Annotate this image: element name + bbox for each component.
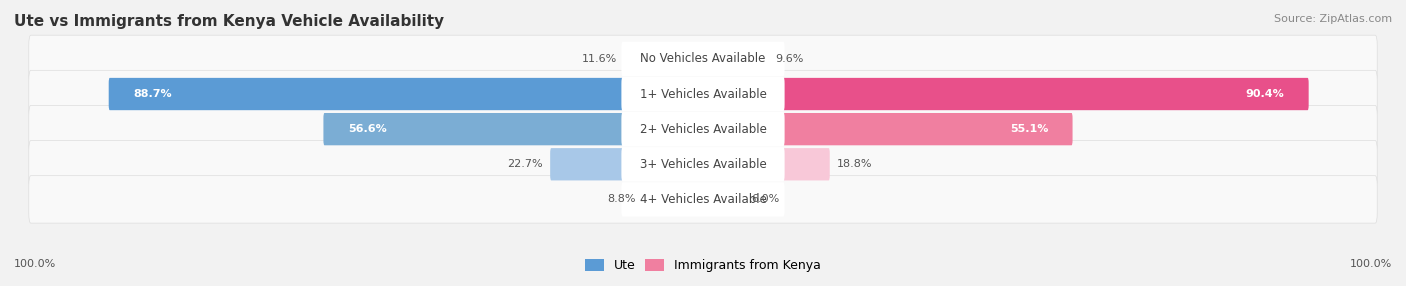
Text: 1+ Vehicles Available: 1+ Vehicles Available bbox=[640, 88, 766, 100]
FancyBboxPatch shape bbox=[28, 140, 1378, 188]
Text: 8.8%: 8.8% bbox=[607, 194, 636, 204]
FancyBboxPatch shape bbox=[624, 43, 704, 75]
FancyBboxPatch shape bbox=[621, 42, 785, 76]
FancyBboxPatch shape bbox=[28, 176, 1378, 223]
Text: 6.0%: 6.0% bbox=[751, 194, 779, 204]
Text: 88.7%: 88.7% bbox=[134, 89, 172, 99]
FancyBboxPatch shape bbox=[702, 183, 744, 216]
Text: Source: ZipAtlas.com: Source: ZipAtlas.com bbox=[1274, 14, 1392, 24]
Text: Ute vs Immigrants from Kenya Vehicle Availability: Ute vs Immigrants from Kenya Vehicle Ava… bbox=[14, 14, 444, 29]
Text: 3+ Vehicles Available: 3+ Vehicles Available bbox=[640, 158, 766, 171]
FancyBboxPatch shape bbox=[702, 78, 1309, 110]
Text: 4+ Vehicles Available: 4+ Vehicles Available bbox=[640, 193, 766, 206]
FancyBboxPatch shape bbox=[28, 35, 1378, 83]
FancyBboxPatch shape bbox=[550, 148, 704, 180]
Text: 18.8%: 18.8% bbox=[837, 159, 872, 169]
Text: 56.6%: 56.6% bbox=[347, 124, 387, 134]
FancyBboxPatch shape bbox=[28, 106, 1378, 153]
Text: 11.6%: 11.6% bbox=[582, 54, 617, 64]
FancyBboxPatch shape bbox=[28, 70, 1378, 118]
FancyBboxPatch shape bbox=[323, 113, 704, 145]
Text: 2+ Vehicles Available: 2+ Vehicles Available bbox=[640, 123, 766, 136]
FancyBboxPatch shape bbox=[621, 147, 785, 182]
FancyBboxPatch shape bbox=[702, 148, 830, 180]
FancyBboxPatch shape bbox=[621, 77, 785, 111]
Text: 90.4%: 90.4% bbox=[1246, 89, 1284, 99]
FancyBboxPatch shape bbox=[702, 113, 1073, 145]
FancyBboxPatch shape bbox=[108, 78, 704, 110]
FancyBboxPatch shape bbox=[643, 183, 704, 216]
Text: No Vehicles Available: No Vehicles Available bbox=[640, 52, 766, 65]
FancyBboxPatch shape bbox=[702, 43, 768, 75]
Text: 22.7%: 22.7% bbox=[508, 159, 543, 169]
FancyBboxPatch shape bbox=[621, 182, 785, 217]
Legend: Ute, Immigrants from Kenya: Ute, Immigrants from Kenya bbox=[585, 259, 821, 272]
FancyBboxPatch shape bbox=[621, 112, 785, 146]
Text: 100.0%: 100.0% bbox=[14, 259, 56, 269]
Text: 100.0%: 100.0% bbox=[1350, 259, 1392, 269]
Text: 9.6%: 9.6% bbox=[775, 54, 804, 64]
Text: 55.1%: 55.1% bbox=[1010, 124, 1047, 134]
